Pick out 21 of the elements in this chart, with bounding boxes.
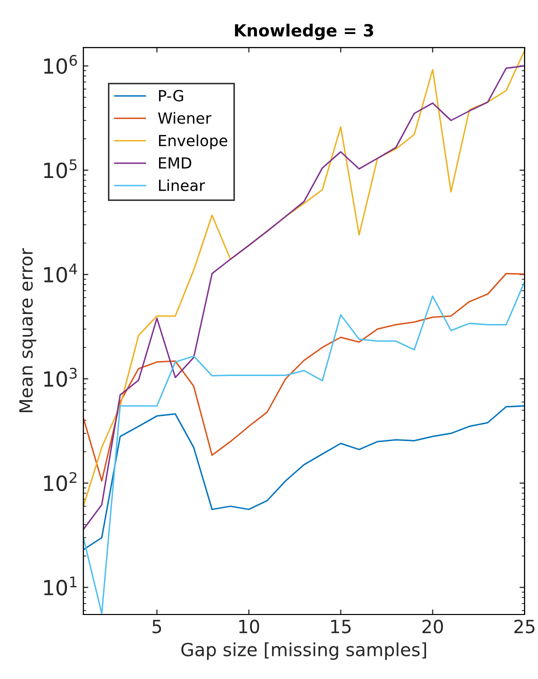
chart-title: Knowledge = 3 <box>235 24 374 40</box>
y-tick-label: 10$^{6}$ <box>44 54 77 74</box>
x-tick-label: 25 <box>514 620 534 634</box>
x-tick-label: 20 <box>422 620 443 634</box>
line-series <box>83 272 525 482</box>
legend-label: P-G <box>159 90 184 102</box>
y-tick-label: 10$^{5}$ <box>44 159 77 178</box>
y-tick-label: 10$^{4}$ <box>44 264 78 283</box>
y-axis-title: Mean square error <box>19 248 36 412</box>
x-axis-title: Gap size [missing samples] <box>181 642 426 660</box>
x-tick-label: 10 <box>239 620 260 634</box>
legend-label: Wiener <box>158 112 212 124</box>
legend-label: Envelope <box>159 134 228 150</box>
x-tick-label: 5 <box>152 620 162 634</box>
legend-label: Linear <box>159 179 206 192</box>
y-tick-label: 10$^{3}$ <box>44 368 77 387</box>
line-series <box>83 405 525 550</box>
legend-label: EMD <box>159 157 192 169</box>
x-tick-label: 15 <box>331 620 351 634</box>
y-tick-label: 10$^{2}$ <box>44 472 76 492</box>
y-tick-label: 10$^{1}$ <box>44 576 77 596</box>
